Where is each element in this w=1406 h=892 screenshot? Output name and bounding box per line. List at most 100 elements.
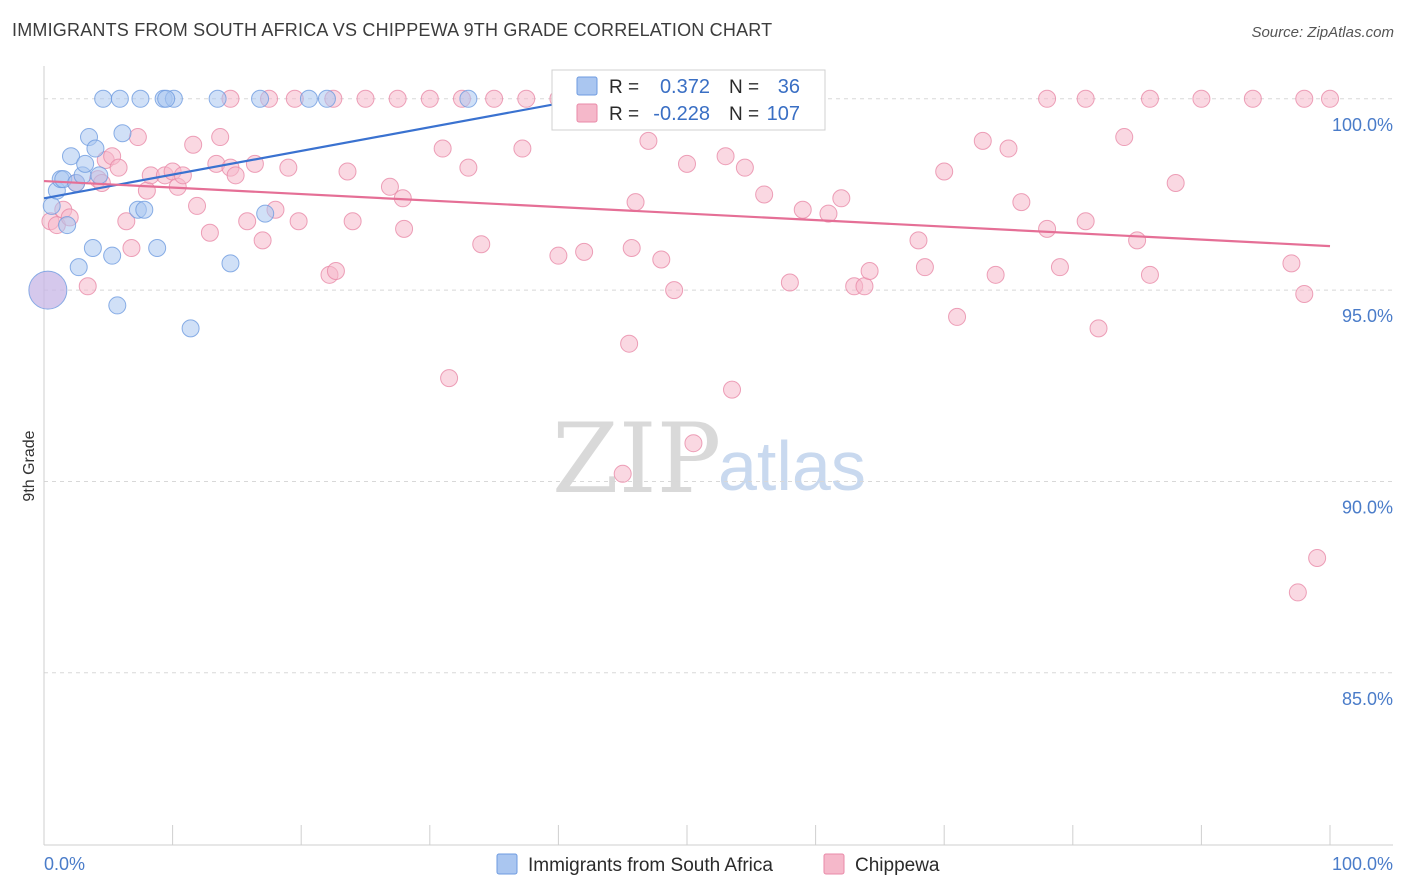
legend-r-label-1: R = [609,77,639,98]
south-africa-point [113,124,132,143]
south-africa-point [28,270,68,310]
chippewa-point [986,265,1005,284]
south-africa-point [83,239,102,258]
trend-lines [43,97,1331,248]
south-africa-point [69,258,88,277]
chippewa-point [665,281,684,300]
chippewa-point [1321,89,1339,108]
chippewa-point [440,369,459,388]
south-africa-point [157,89,176,108]
chippewa-point [459,158,478,177]
chippewa-point [517,89,536,108]
series-legend-swatch-chippewa [823,853,845,875]
chippewa-point [472,235,491,254]
south-africa-point [317,89,336,108]
legend-r-value-1: 0.372 [660,76,710,98]
watermark-atlas: atlas [718,427,866,505]
chippewa-trend-line [43,179,1331,248]
legend-swatch-chippewa [576,103,598,123]
chippewa-point [1282,254,1301,273]
south-africa-point [62,147,81,166]
south-africa-point [58,216,77,235]
y-tick-label: 95.0% [1342,306,1393,326]
chippewa-point [356,89,375,108]
chippewa-point [326,261,345,280]
series-legend-swatch-south-africa [496,853,518,875]
chippewa-point [819,204,838,223]
south-africa-point [181,319,200,338]
y-tick-label: 90.0% [1342,497,1393,517]
chippewa-point [380,177,399,196]
chippewa-point [184,135,203,154]
chippewa-point [620,334,639,353]
tick-labels: 100.0% 95.0% 90.0% 85.0% 0.0% 100.0% [44,115,1393,874]
y-tick-label: 85.0% [1342,689,1393,709]
chippewa-point [948,307,967,326]
chippewa-point [1288,583,1307,602]
chippewa-point [639,131,658,150]
south-africa-point [86,139,105,158]
chippewa-point [973,131,992,150]
south-africa-point [131,89,150,108]
chippewa-point [200,223,219,242]
chippewa-point [1295,89,1314,108]
chippewa-point [122,239,141,258]
chippewa-point [1115,128,1134,147]
chippewa-point [735,158,754,177]
chippewa-point [1038,89,1057,108]
legend-r-value-2: -0.228 [653,103,710,125]
chippewa-point [1166,173,1185,192]
chippewa-point [128,128,147,147]
chippewa-point [1128,231,1147,250]
chippewa-point [485,89,504,108]
chippewa-point [1243,89,1262,108]
chippewa-point [226,166,245,185]
chippewa-point [420,89,439,108]
chippewa-point [652,250,671,269]
watermark-zip: ZIP [552,403,721,515]
chippewa-point [855,277,874,296]
x-tick-label-min: 0.0% [44,854,85,874]
chippewa-point [1140,265,1159,284]
chippewa-point [684,434,703,453]
chippewa-point [1308,548,1327,567]
chippewa-points [41,89,1339,602]
chippewa-point [909,231,928,250]
south-africa-trend-line [43,97,585,200]
chippewa-point [1089,319,1108,338]
chippewa-point [289,212,308,231]
chippewa-point [793,200,812,219]
chippewa-point [109,158,128,177]
chippewa-point [513,139,532,158]
y-axis-label: 9th Grade [21,430,38,501]
chippewa-point [433,139,452,158]
south-africa-point [76,154,95,173]
south-africa-point [299,89,318,108]
south-africa-point [135,200,154,219]
chippewa-point [1038,219,1057,238]
x-tick-label-max: 100.0% [1332,854,1393,874]
chippewa-point [279,158,298,177]
south-africa-point [221,254,240,273]
south-africa-point [94,89,113,108]
grid-lines [44,98,1393,674]
chippewa-point [780,273,799,292]
chippewa-point [575,242,594,261]
chippewa-point [1140,89,1159,108]
south-africa-point [103,246,122,265]
chippewa-point [117,212,136,231]
series-legend-label-chippewa: Chippewa [855,855,940,876]
chippewa-point [343,212,362,231]
chippewa-point [238,212,257,231]
chippewa-point [137,181,156,200]
series-legend-label-south-africa: Immigrants from South Africa [528,855,773,876]
south-africa-point [459,89,478,108]
south-africa-point [251,89,270,108]
chippewa-point [999,139,1018,158]
chippewa-point [253,231,272,250]
stats-legend: R = 0.372 N = 36 R = -0.228 N = 107 [551,69,826,131]
chippewa-point [1192,89,1211,108]
chippewa-point [678,154,696,173]
chippewa-point [613,464,632,483]
